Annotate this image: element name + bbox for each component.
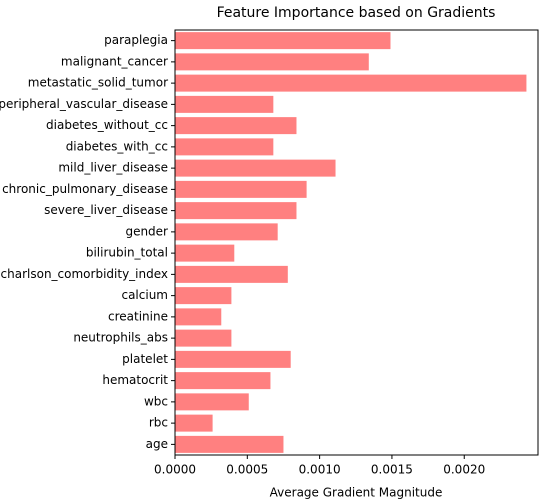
chart-title: Feature Importance based on Gradients bbox=[217, 5, 496, 21]
y-tick-label: chronic_pulmonary_disease bbox=[2, 182, 168, 196]
y-tick-label: diabetes_with_cc bbox=[66, 139, 168, 153]
bar bbox=[175, 223, 278, 241]
y-tick-label: calcium bbox=[121, 288, 168, 302]
bar bbox=[175, 414, 213, 432]
bar bbox=[175, 159, 336, 177]
x-tick-label: 0.0005 bbox=[226, 463, 268, 477]
y-tick-label: hematocrit bbox=[102, 373, 168, 387]
y-tick-label: creatinine bbox=[108, 309, 168, 323]
bar bbox=[175, 138, 274, 156]
bar bbox=[175, 287, 232, 305]
y-tick-label: paraplegia bbox=[104, 33, 168, 47]
bar bbox=[175, 329, 232, 347]
bar bbox=[175, 74, 527, 92]
y-tick-label: severe_liver_disease bbox=[44, 203, 168, 217]
bar bbox=[175, 372, 271, 390]
x-tick-label: 0.0020 bbox=[443, 463, 485, 477]
y-tick-label: peripheral_vascular_disease bbox=[0, 97, 168, 111]
bar bbox=[175, 393, 249, 411]
bar bbox=[175, 180, 307, 198]
y-tick-label: mild_liver_disease bbox=[58, 161, 168, 175]
bar bbox=[175, 244, 235, 262]
bar bbox=[175, 117, 297, 135]
x-tick-label: 0.0010 bbox=[299, 463, 341, 477]
y-tick-label: charlson_comorbidity_index bbox=[1, 267, 168, 281]
y-tick-label: platelet bbox=[122, 352, 168, 366]
y-tick-label: gender bbox=[125, 224, 168, 238]
bar bbox=[175, 350, 291, 368]
x-tick-label: 0.0015 bbox=[371, 463, 413, 477]
x-tick-label: 0.0000 bbox=[154, 463, 196, 477]
y-tick-label: diabetes_without_cc bbox=[46, 118, 168, 132]
bar bbox=[175, 265, 288, 283]
plot-frame bbox=[174, 29, 539, 456]
y-tick-label: age bbox=[146, 437, 168, 451]
y-tick-label: malignant_cancer bbox=[61, 54, 168, 68]
y-tick-label: bilirubin_total bbox=[86, 246, 168, 260]
y-tick-label: wbc bbox=[144, 394, 168, 408]
y-tick-label: rbc bbox=[149, 416, 168, 430]
bar bbox=[175, 95, 274, 113]
bar bbox=[175, 435, 284, 453]
bar bbox=[175, 308, 222, 326]
y-tick-label: neutrophils_abs bbox=[73, 331, 168, 345]
x-axis-label: Average Gradient Magnitude bbox=[270, 486, 443, 500]
y-tick-label: metastatic_solid_tumor bbox=[28, 76, 168, 90]
bar bbox=[175, 53, 369, 71]
bar bbox=[175, 202, 297, 220]
bar bbox=[175, 32, 391, 50]
